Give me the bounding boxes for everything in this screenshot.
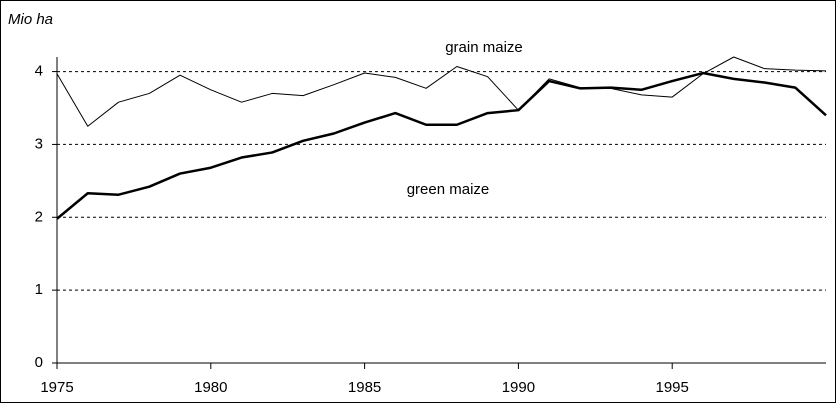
x-tick-label: 1990 — [502, 379, 535, 396]
series-line — [56, 56, 827, 127]
y-tick-label: 1 — [35, 281, 43, 298]
y-tick-label: 4 — [35, 63, 43, 80]
y-axis-title: Mio ha — [8, 11, 53, 28]
y-tick-label: 0 — [35, 354, 43, 371]
series-label: green maize — [407, 181, 490, 198]
series-label: grain maize — [445, 39, 523, 56]
x-tick-label: 1975 — [40, 379, 73, 396]
y-tick-label: 3 — [35, 135, 43, 152]
x-tick-label: 1995 — [656, 379, 689, 396]
x-tick-label: 1985 — [348, 379, 381, 396]
y-tick-label: 2 — [35, 208, 43, 225]
x-tick-label: 1980 — [194, 379, 227, 396]
series-line — [56, 71, 827, 220]
